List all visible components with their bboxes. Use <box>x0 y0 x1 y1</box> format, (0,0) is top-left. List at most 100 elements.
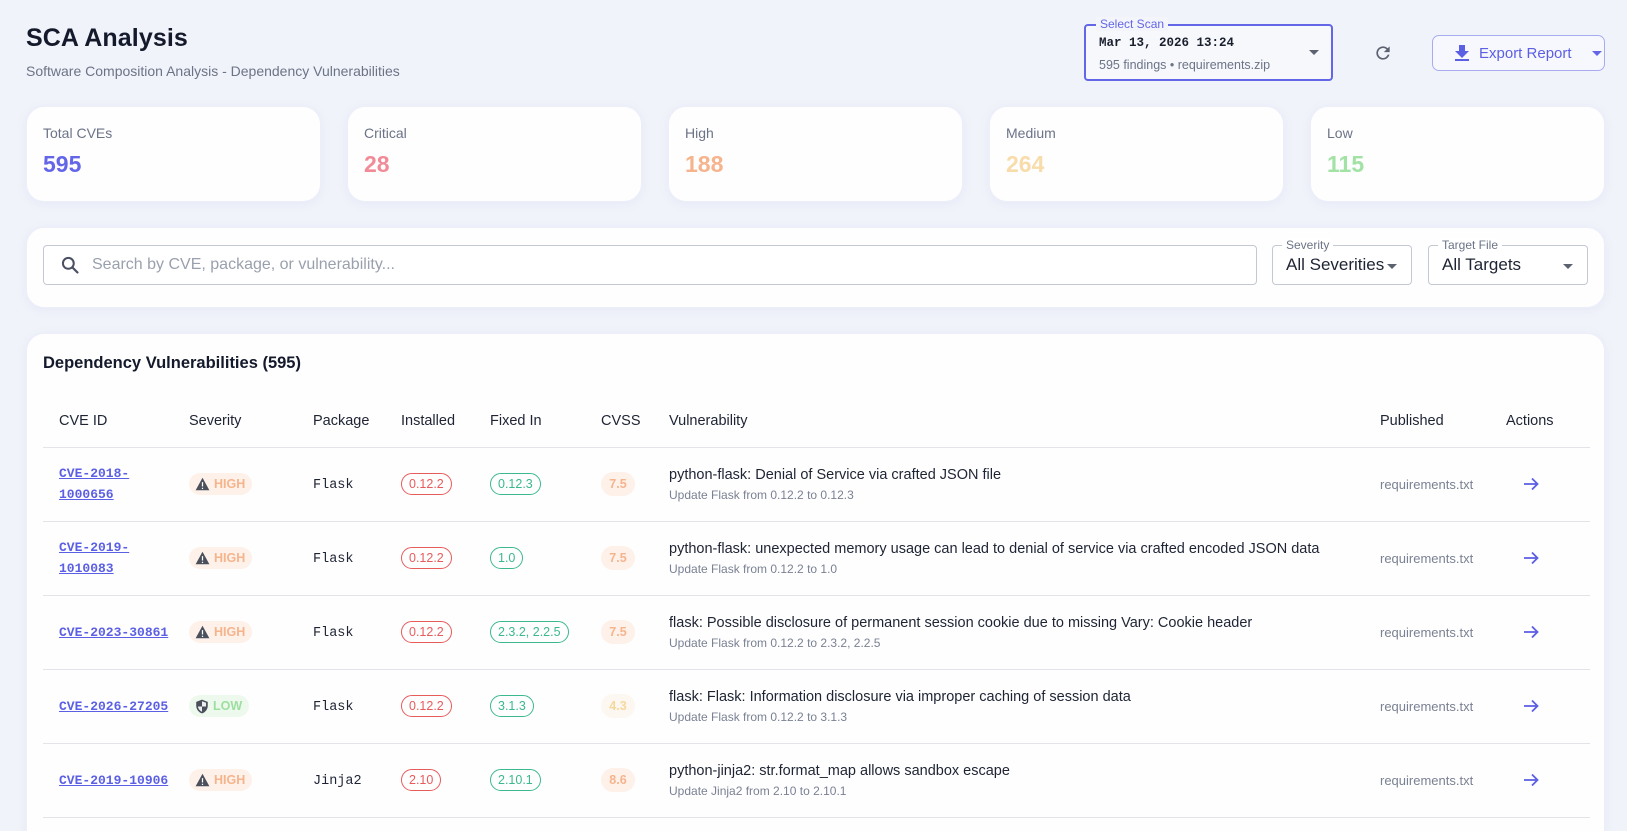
severity-badge: HIGH <box>189 769 253 791</box>
column-header-installed[interactable]: Installed <box>401 396 490 448</box>
stat-critical: Critical 28 <box>347 106 642 202</box>
column-header-fixed-in[interactable]: Fixed In <box>490 396 601 448</box>
view-details-button[interactable] <box>1516 691 1546 721</box>
view-details-button[interactable] <box>1516 543 1546 573</box>
table-row: CVE-2018-1000656 HIGH Flask 0.12.2 0.12.… <box>43 447 1590 522</box>
selected-scan-meta: 595 findings • requirements.zip <box>1099 58 1271 72</box>
arrow-right-icon <box>1524 773 1539 787</box>
refresh-icon <box>1376 46 1390 60</box>
view-details-button[interactable] <box>1516 765 1546 795</box>
search-icon <box>61 256 79 274</box>
cvss-score: 7.5 <box>601 620 635 644</box>
vulnerability-title: python-jinja2: str.format_map allows san… <box>669 763 1010 779</box>
severity-label: HIGH <box>214 477 246 491</box>
column-header-published[interactable]: Published <box>1380 396 1506 448</box>
warning-icon <box>195 625 210 639</box>
cve-link[interactable]: CVE-2019-10906 <box>59 772 169 788</box>
fixed-version: 2.10.1 <box>490 769 541 791</box>
package-name: Flask <box>313 700 354 715</box>
cvss-score: 4.3 <box>601 694 635 718</box>
severity-filter-value: All Severities <box>1286 255 1385 274</box>
arrow-right-icon <box>1524 625 1539 639</box>
severity-label: HIGH <box>214 625 246 639</box>
warning-icon <box>195 477 210 491</box>
remediation-text: Update Flask from 0.12.2 to 1.0 <box>669 562 838 576</box>
shield-icon <box>196 699 208 713</box>
package-name: Flask <box>313 552 354 567</box>
fixed-version: 3.1.3 <box>490 695 534 717</box>
remediation-text: Update Flask from 0.12.2 to 0.12.3 <box>669 488 854 502</box>
column-header-cvss[interactable]: CVSS <box>601 396 669 448</box>
fixed-version: 1.0 <box>490 547 524 569</box>
target-file-filter-value: All Targets <box>1442 255 1522 274</box>
severity-filter-select[interactable]: Severity All Severities <box>1272 238 1412 285</box>
refresh-button[interactable] <box>1370 40 1396 66</box>
search-input[interactable] <box>92 256 1192 274</box>
search-field[interactable] <box>43 245 1257 285</box>
stat-label: Total CVEs <box>43 125 113 141</box>
target-file: requirements.txt <box>1380 551 1474 566</box>
stat-label: Medium <box>1006 125 1056 141</box>
select-scan-label: Select Scan <box>1096 17 1169 31</box>
stat-total-cves: Total CVEs 595 <box>26 106 321 202</box>
page-subtitle: Software Composition Analysis - Dependen… <box>26 63 400 79</box>
stat-value: 595 <box>43 151 82 177</box>
export-report-button[interactable]: Export Report <box>1432 35 1605 71</box>
cvss-score: 7.5 <box>601 472 635 496</box>
target-file-filter-label: Target File <box>1438 238 1503 252</box>
chevron-down-icon <box>1309 50 1319 55</box>
page-header: SCA Analysis Software Composition Analys… <box>26 0 1601 100</box>
target-file-filter-select[interactable]: Target File All Targets <box>1428 238 1588 285</box>
warning-icon <box>195 551 210 565</box>
column-header-cve-id[interactable]: CVE ID <box>43 396 189 448</box>
table-row: CVE-2026-27205 LOW Flask 0.12.2 3.1.3 4.… <box>43 669 1590 744</box>
table-row: CVE-2019-1010083 HIGH Flask 0.12.2 1.0 7… <box>43 521 1590 596</box>
view-details-button[interactable] <box>1516 617 1546 647</box>
severity-badge: HIGH <box>189 621 253 643</box>
cve-link[interactable]: CVE-2018-1000656 <box>59 466 130 502</box>
stat-value: 264 <box>1006 151 1045 177</box>
target-file: requirements.txt <box>1380 699 1474 714</box>
package-name: Flask <box>313 626 354 641</box>
stat-value: 188 <box>685 151 724 177</box>
table-title: Dependency Vulnerabilities (595) <box>43 354 301 372</box>
severity-label: LOW <box>213 699 243 713</box>
target-file: requirements.txt <box>1380 477 1474 492</box>
remediation-text: Update Jinja2 from 2.10 to 2.10.1 <box>669 784 847 798</box>
severity-badge: HIGH <box>189 473 253 495</box>
cve-link[interactable]: CVE-2023-30861 <box>59 624 169 640</box>
download-icon <box>1455 45 1469 61</box>
warning-icon <box>195 773 210 787</box>
column-header-vulnerability[interactable]: Vulnerability <box>669 396 1380 448</box>
table-row: CVE-2023-30861 HIGH Flask 0.12.2 2.3.2, … <box>43 595 1590 670</box>
cve-link[interactable]: CVE-2019-1010083 <box>59 540 130 576</box>
installed-version: 2.10 <box>401 769 442 791</box>
stat-high: High 188 <box>668 106 963 202</box>
filter-bar: Severity All Severities Target File All … <box>26 227 1605 308</box>
installed-version: 0.12.2 <box>401 473 452 495</box>
cve-link[interactable]: CVE-2026-27205 <box>59 698 169 714</box>
chevron-down-icon <box>1591 50 1602 56</box>
arrow-right-icon <box>1524 551 1539 565</box>
select-scan-dropdown[interactable]: Select Scan Mar 13, 2026 13:24 595 findi… <box>1084 17 1333 81</box>
stat-low: Low 115 <box>1310 106 1605 202</box>
stat-label: Critical <box>364 125 407 141</box>
vulnerability-title: flask: Possible disclosure of permanent … <box>669 615 1253 631</box>
severity-badge: HIGH <box>189 547 253 569</box>
view-details-button[interactable] <box>1516 469 1546 499</box>
arrow-right-icon <box>1524 699 1539 713</box>
table-row: CVE-2019-10906 HIGH Jinja2 2.10 2.10.1 8… <box>43 743 1590 818</box>
cvss-score: 7.5 <box>601 546 635 570</box>
table-header-row: CVE ID Severity Package Installed Fixed … <box>43 396 1590 448</box>
vulnerabilities-table-card: Dependency Vulnerabilities (595) CVE ID … <box>26 333 1605 831</box>
column-header-package[interactable]: Package <box>313 396 401 448</box>
severity-filter-label: Severity <box>1282 238 1334 252</box>
vulnerability-title: flask: Flask: Information disclosure via… <box>669 689 1131 705</box>
severity-label: HIGH <box>214 551 246 565</box>
package-name: Flask <box>313 478 354 493</box>
severity-stats: Total CVEs 595 Critical 28 High 188 Medi… <box>26 106 1605 202</box>
chevron-down-icon <box>1563 264 1573 269</box>
severity-badge: LOW <box>189 695 250 717</box>
column-header-severity[interactable]: Severity <box>189 396 313 448</box>
